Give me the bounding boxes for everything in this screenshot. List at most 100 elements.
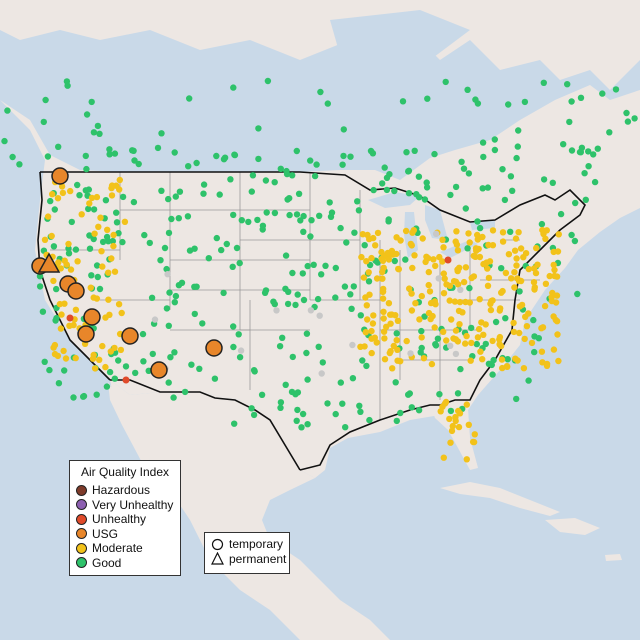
station-marker — [294, 406, 301, 414]
station-marker — [418, 334, 425, 341]
station-marker — [474, 231, 481, 239]
station-marker — [452, 336, 459, 343]
station-marker — [511, 247, 519, 254]
station-marker — [342, 424, 349, 431]
station-marker — [216, 191, 223, 198]
station-marker — [303, 330, 311, 337]
station-marker — [541, 302, 549, 310]
station-marker — [236, 354, 244, 361]
station-marker — [304, 376, 311, 383]
station-marker — [405, 190, 413, 197]
station-marker — [282, 381, 289, 388]
station-marker — [505, 251, 513, 258]
station-marker — [484, 265, 491, 272]
legend-item-unhealthy: Unhealthy — [76, 512, 174, 527]
station-marker — [476, 296, 483, 303]
station-marker — [139, 330, 147, 338]
station-marker — [538, 325, 545, 332]
station-marker — [141, 231, 148, 239]
station-marker — [283, 170, 291, 178]
legend-label: USG — [92, 526, 119, 541]
station-marker — [368, 254, 375, 262]
station-marker — [103, 383, 111, 390]
station-marker — [110, 242, 117, 250]
station-marker — [412, 300, 419, 307]
station-marker — [50, 277, 57, 285]
station-marker — [491, 136, 498, 143]
station-marker — [599, 90, 606, 97]
station-marker — [542, 235, 549, 242]
station-marker — [165, 379, 172, 386]
station-marker — [419, 235, 426, 242]
station-marker — [65, 240, 72, 248]
station-marker — [85, 205, 92, 213]
station-marker — [357, 312, 364, 319]
station-marker — [432, 301, 439, 308]
station-marker — [44, 153, 52, 160]
station-marker — [366, 291, 373, 298]
station-marker — [80, 393, 87, 400]
station-marker — [99, 238, 107, 246]
station-marker — [571, 237, 579, 245]
station-marker — [487, 300, 494, 307]
station-marker — [440, 244, 447, 251]
station-marker — [279, 334, 286, 341]
station-marker — [612, 86, 620, 93]
station-marker — [480, 153, 487, 161]
station-marker — [230, 323, 237, 330]
station-marker — [582, 196, 589, 203]
station-marker — [402, 227, 410, 235]
station-marker — [489, 371, 496, 378]
station-marker — [385, 218, 392, 225]
station-marker — [181, 388, 189, 396]
legend-title: Air Quality Index — [80, 465, 170, 479]
station-marker — [452, 327, 460, 334]
station-marker — [96, 356, 103, 363]
station-marker — [165, 322, 172, 329]
station-marker — [518, 301, 526, 309]
station-marker — [452, 238, 459, 245]
station-marker — [94, 122, 102, 130]
station-marker — [415, 407, 423, 414]
station-marker — [188, 361, 195, 368]
station-marker — [82, 152, 90, 160]
station-marker — [476, 253, 484, 261]
station-marker — [502, 315, 509, 322]
station-marker — [172, 193, 179, 200]
station-marker — [324, 400, 331, 407]
station-marker — [50, 344, 57, 351]
station-marker — [347, 153, 354, 160]
station-marker — [130, 198, 138, 206]
station-marker — [357, 408, 364, 415]
station-marker — [151, 316, 159, 323]
temporary-sensor-marker — [121, 327, 139, 345]
station-marker — [117, 346, 125, 354]
station-marker — [542, 280, 550, 287]
station-marker — [55, 380, 63, 387]
station-marker — [511, 269, 518, 276]
station-marker — [349, 341, 356, 349]
station-marker — [238, 217, 245, 224]
station-marker — [148, 294, 156, 301]
station-marker — [447, 342, 454, 349]
station-marker — [530, 316, 537, 324]
station-marker — [489, 242, 497, 249]
station-marker — [332, 264, 339, 272]
station-marker — [307, 233, 314, 240]
station-marker — [415, 194, 423, 201]
station-marker — [456, 298, 464, 306]
station-marker — [504, 356, 511, 363]
station-marker — [522, 250, 530, 257]
station-marker — [425, 281, 432, 289]
station-marker — [539, 359, 546, 366]
legend-swatch — [76, 513, 87, 525]
station-marker — [293, 417, 300, 424]
station-marker — [304, 421, 311, 428]
station-marker — [368, 335, 375, 342]
station-marker — [510, 328, 518, 336]
station-marker — [106, 368, 114, 376]
station-marker — [498, 356, 506, 363]
station-marker — [131, 157, 138, 164]
station-marker — [175, 215, 182, 222]
station-marker — [441, 275, 448, 282]
